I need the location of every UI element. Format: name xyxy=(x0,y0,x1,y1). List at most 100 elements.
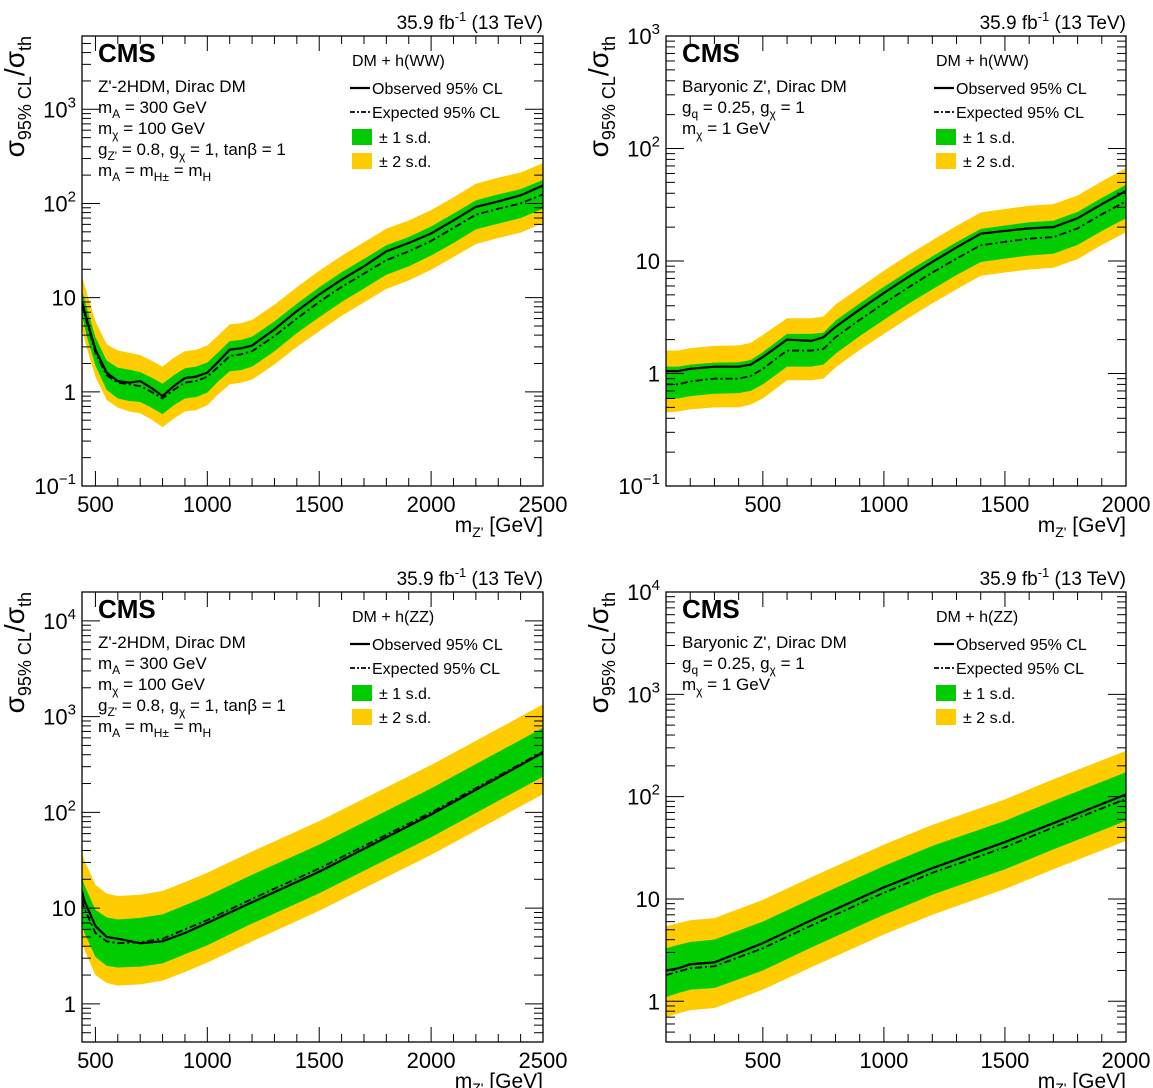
y-tick-label: 102 xyxy=(43,797,76,825)
info-line: mA = 300 GeV xyxy=(98,98,207,121)
panel-hww-2hdm: 500 1000 1500 2000 2500 10−1 1 10 102 103 35.9 fb-… xyxy=(0,9,567,540)
x-tick-label: 1000 xyxy=(859,1048,908,1073)
legend-expected-label: Expected 95% CL xyxy=(372,105,500,122)
x-tick-label: 2000 xyxy=(1102,492,1151,517)
band-1sd xyxy=(82,727,543,968)
info-line: Baryonic Z', Dirac DM xyxy=(682,77,847,96)
y-axis: 10−1 1 10 102 103 xyxy=(34,35,543,499)
y-tick-label: 1 xyxy=(64,380,76,405)
panel-hzz-2hdm: 500 1000 1500 2000 2500 1 10 102 103 104 35.9 fb-1… xyxy=(0,565,567,1088)
legend-1sd-label: ± 1 s.d. xyxy=(963,130,1015,147)
y-axis: 1 10 102 103 104 xyxy=(627,577,1126,1043)
observed-line xyxy=(82,751,543,945)
x-tick-label: 2000 xyxy=(1102,1048,1151,1073)
legend-2sd-swatch xyxy=(352,153,372,169)
y-tick-label: 10 xyxy=(636,887,660,912)
legend-observed-label: Observed 95% CL xyxy=(372,637,503,654)
plot-frame xyxy=(665,591,1127,1043)
y-axis-title: σ95% CL/σth xyxy=(0,36,35,157)
x-axis: 500 1000 1500 2000 xyxy=(665,592,1151,1073)
legend-expected-label: Expected 95% CL xyxy=(956,105,1084,122)
legend: DM + h(WW) Observed 95% CL Expected 95% CL… xyxy=(934,53,1087,171)
y-tick-label: 102 xyxy=(627,134,660,162)
y-tick-label: 102 xyxy=(627,782,660,810)
y-axis: 10−1 1 10 102 103 xyxy=(618,21,1126,499)
x-axis: 500 1000 1500 2000 2500 xyxy=(77,592,567,1073)
legend-expected-label: Expected 95% CL xyxy=(956,661,1084,678)
band-1sd xyxy=(82,179,543,415)
legend-observed-label: Observed 95% CL xyxy=(956,81,1087,98)
y-tick-label: 10−1 xyxy=(34,471,76,499)
info-line: Z'-2HDM, Dirac DM xyxy=(98,77,246,96)
x-tick-label: 2500 xyxy=(519,1048,568,1073)
legend-1sd-swatch xyxy=(936,129,956,145)
info-line: mA = 300 GeV xyxy=(98,654,207,677)
band-1sd xyxy=(666,772,1126,998)
plot-area xyxy=(82,163,543,428)
info-line: mA = mH± = mH xyxy=(98,161,211,184)
luminosity-label: 35.9 fb-1 (13 TeV) xyxy=(980,9,1126,34)
x-tick-label: 1000 xyxy=(859,492,908,517)
y-tick-label: 1 xyxy=(648,989,660,1014)
y-tick-label: 104 xyxy=(43,606,76,634)
x-axis: 500 1000 1500 2000 2500 xyxy=(77,36,567,517)
y-tick-label: 1 xyxy=(648,362,660,387)
y-tick-label: 10 xyxy=(52,286,76,311)
x-axis-title: mZ' [GeV] xyxy=(1038,514,1126,540)
x-tick-label: 500 xyxy=(744,1048,781,1073)
y-axis: 1 10 102 103 104 xyxy=(43,591,543,1043)
y-tick-label: 104 xyxy=(627,577,660,605)
legend-1sd-swatch xyxy=(936,685,956,701)
cms-label: CMS xyxy=(98,38,156,68)
x-tick-label: 500 xyxy=(77,1048,114,1073)
plot-area xyxy=(82,704,543,986)
panel-hzz-baryonic: 500 1000 1500 2000 1 10 102 103 104 35.9 fb-1 (13… xyxy=(583,565,1150,1088)
legend-2sd-label: ± 2 s.d. xyxy=(379,154,431,171)
y-tick-label: 103 xyxy=(627,21,660,49)
x-axis-title: mZ' [GeV] xyxy=(455,514,543,540)
x-tick-label: 500 xyxy=(744,492,781,517)
legend-1sd-label: ± 1 s.d. xyxy=(379,686,431,703)
legend-2sd-swatch xyxy=(352,709,372,725)
info-line: gq = 0.25, gχ = 1 xyxy=(682,98,805,121)
x-tick-label: 500 xyxy=(77,492,114,517)
legend-1sd-label: ± 1 s.d. xyxy=(379,130,431,147)
expected-line xyxy=(82,750,543,945)
legend: DM + h(ZZ) Observed 95% CL Expected 95% CL… xyxy=(934,609,1087,727)
x-axis: 500 1000 1500 2000 xyxy=(665,36,1151,517)
info-line: gq = 0.25, gχ = 1 xyxy=(682,654,805,677)
luminosity-label: 35.9 fb-1 (13 TeV) xyxy=(980,565,1126,590)
expected-line xyxy=(666,200,1126,386)
cms-label: CMS xyxy=(682,38,740,68)
y-tick-label: 10−1 xyxy=(618,471,660,499)
cms-label: CMS xyxy=(682,594,740,624)
y-tick-label: 10 xyxy=(52,896,76,921)
info-line: mχ = 1 GeV xyxy=(682,119,771,142)
legend-2sd-label: ± 2 s.d. xyxy=(379,710,431,727)
y-tick-label: 103 xyxy=(627,679,660,707)
info-line: mχ = 100 GeV xyxy=(98,675,206,698)
legend-2sd-label: ± 2 s.d. xyxy=(963,710,1015,727)
x-tick-label: 2500 xyxy=(519,492,568,517)
legend-expected-label: Expected 95% CL xyxy=(372,661,500,678)
x-tick-label: 1500 xyxy=(980,1048,1029,1073)
info-line: Z'-2HDM, Dirac DM xyxy=(98,633,246,652)
observed-line xyxy=(666,793,1126,972)
legend: DM + h(ZZ) Observed 95% CL Expected 95% CL… xyxy=(350,609,503,727)
legend-title: DM + h(ZZ) xyxy=(352,609,434,626)
x-tick-label: 1000 xyxy=(183,1048,232,1073)
info-line: mχ = 100 GeV xyxy=(98,119,206,142)
observed-line xyxy=(82,184,543,398)
y-axis-title: σ95% CL/σth xyxy=(0,592,35,713)
expected-line xyxy=(82,193,543,400)
y-axis-title: σ95% CL/σth xyxy=(583,592,619,713)
y-tick-label: 103 xyxy=(43,94,76,122)
legend-2sd-label: ± 2 s.d. xyxy=(963,154,1015,171)
luminosity-label: 35.9 fb-1 (13 TeV) xyxy=(397,9,543,34)
legend-1sd-swatch xyxy=(352,685,372,701)
y-tick-label: 102 xyxy=(43,188,76,216)
observed-line xyxy=(666,189,1126,373)
x-tick-label: 1000 xyxy=(183,492,232,517)
expected-line xyxy=(666,798,1126,977)
legend-2sd-swatch xyxy=(936,709,956,725)
